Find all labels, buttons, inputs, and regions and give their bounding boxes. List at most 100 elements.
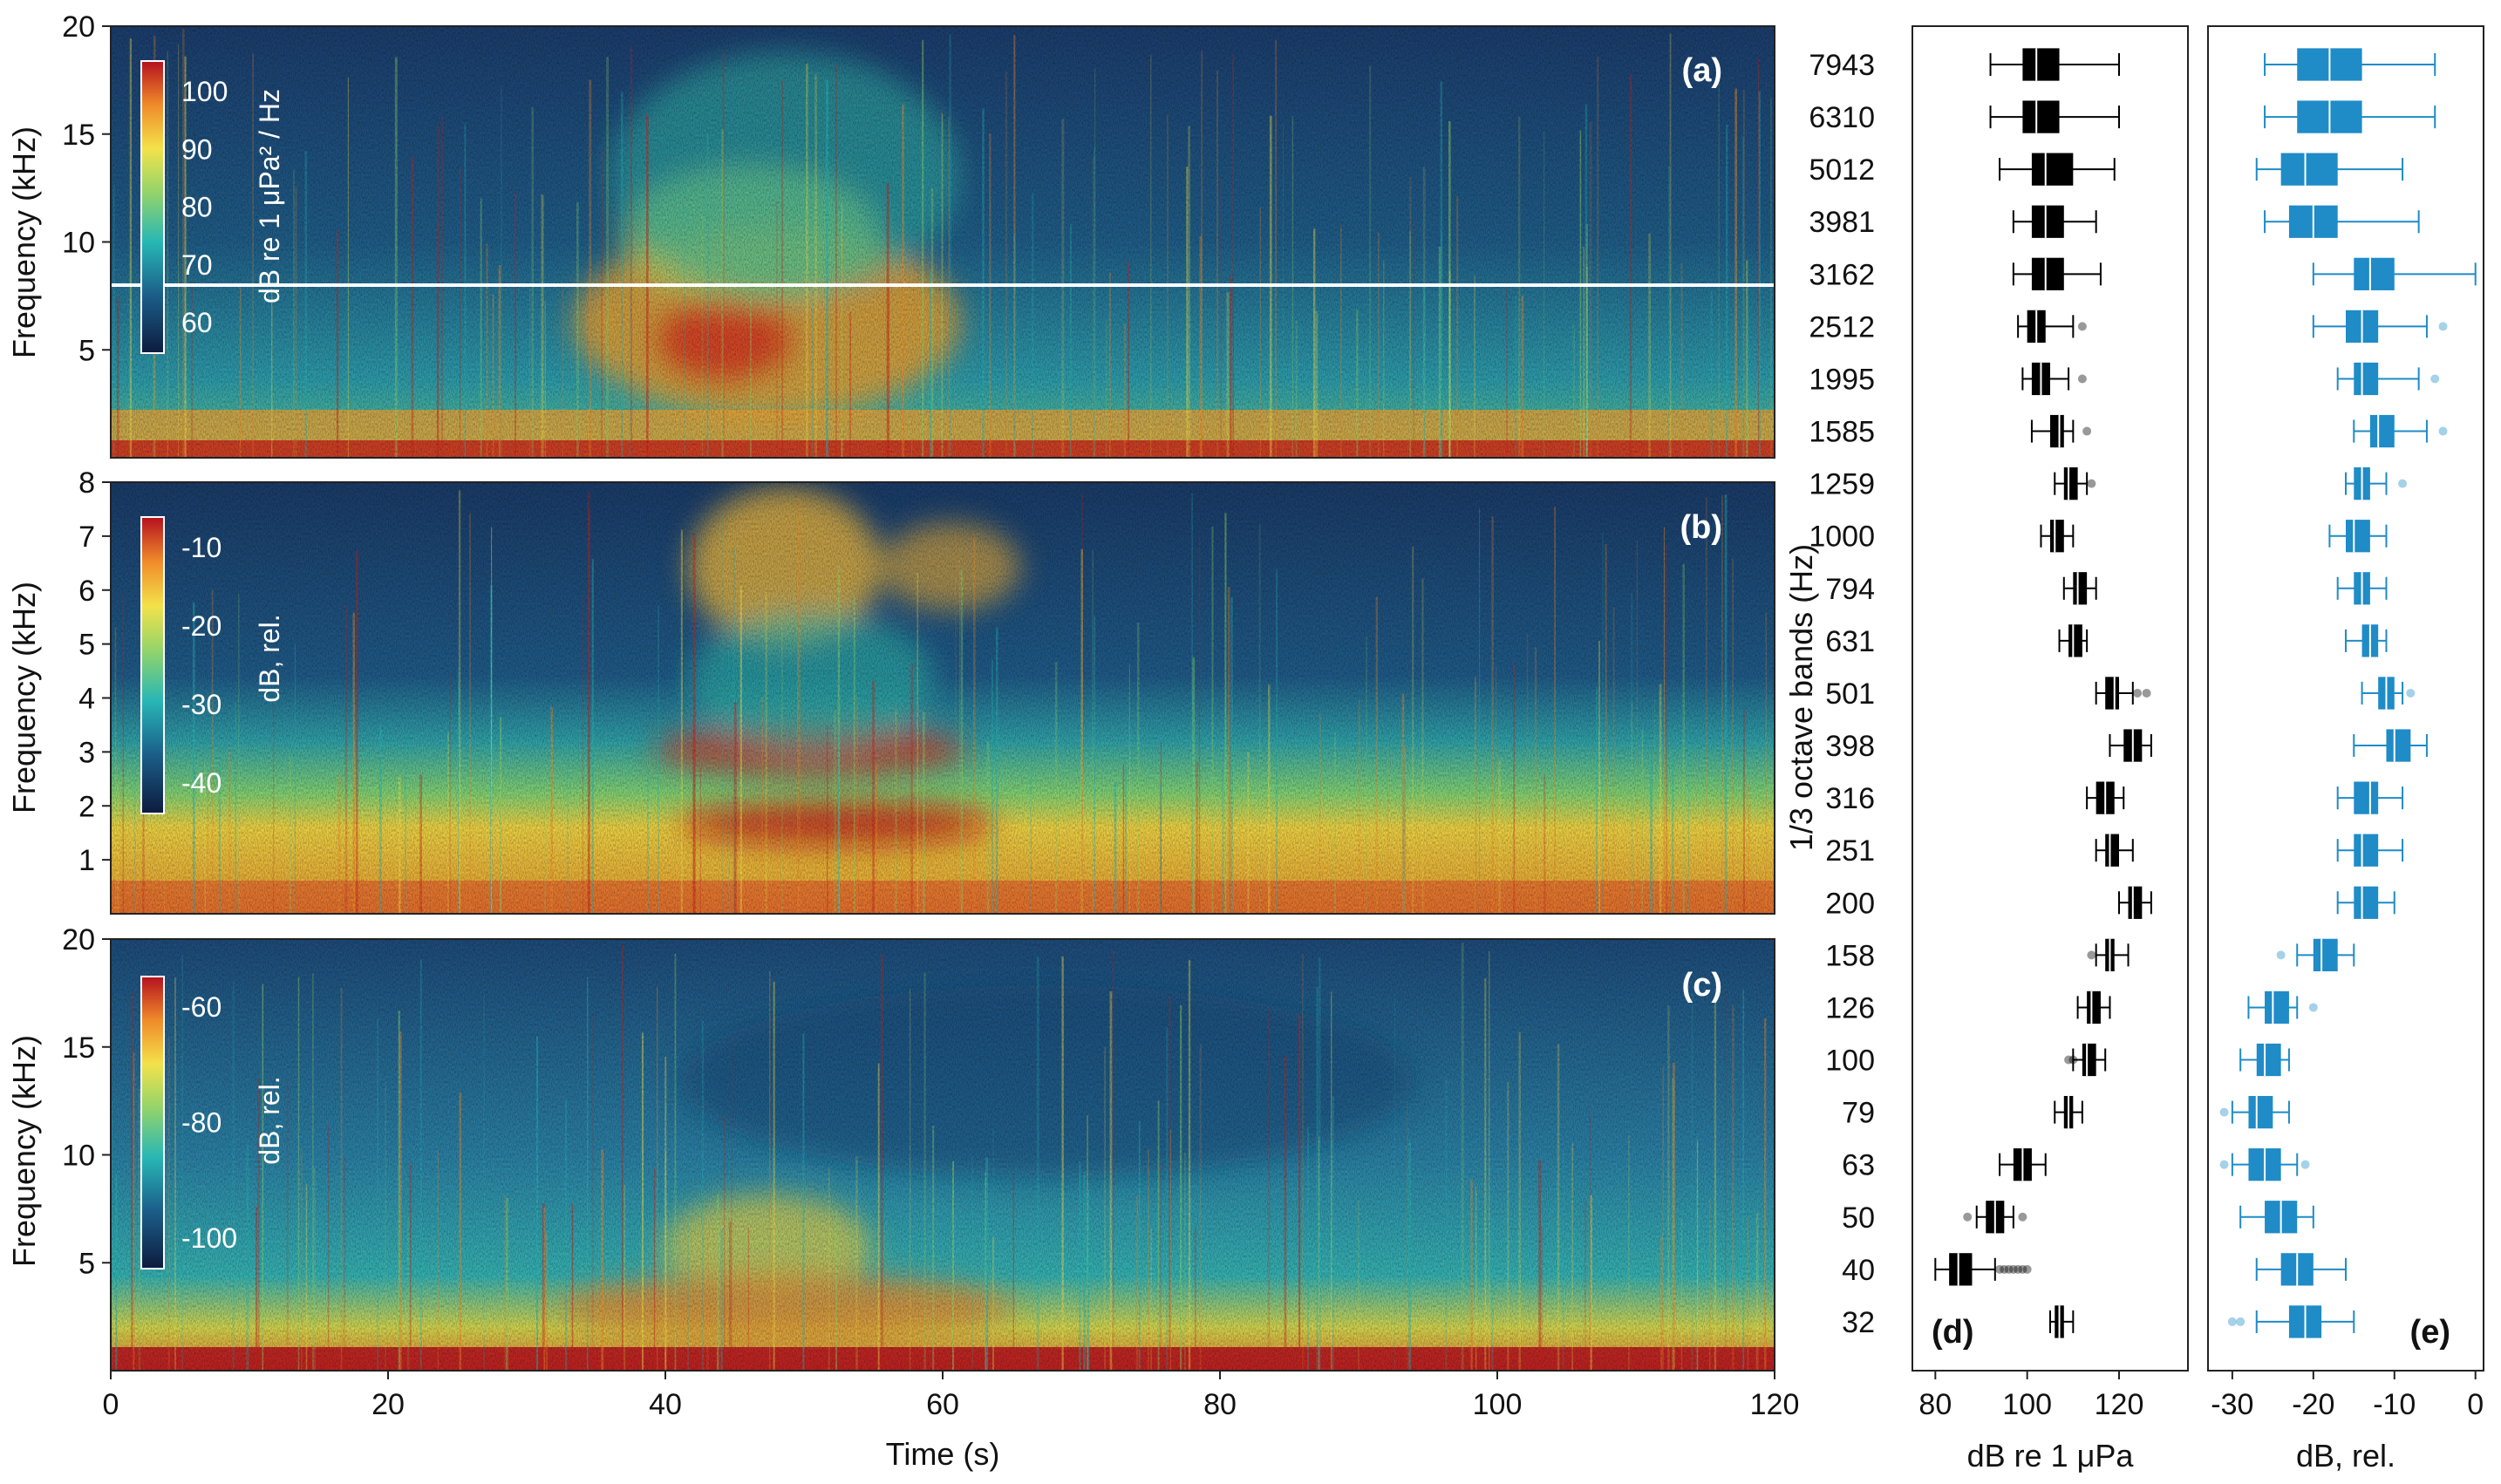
band-label: 316 (1825, 782, 1875, 815)
panel-label-a: (a) (1682, 52, 1722, 89)
y-axis-label-c: Frequency (kHz) (6, 1035, 42, 1267)
outlier-point (2018, 1212, 2027, 1222)
y-axis-label-a: Frequency (kHz) (6, 126, 42, 358)
box-iqr (2346, 520, 2370, 553)
box-158 (2087, 938, 2130, 971)
box-40 (2255, 1253, 2347, 1286)
outlier-point (1995, 1264, 2005, 1274)
y-tick-label: 4 (78, 683, 95, 716)
band-label: 1995 (1809, 363, 1875, 396)
outlier-point (2077, 374, 2087, 384)
box-2512 (2312, 310, 2448, 344)
box-1995 (2336, 362, 2440, 396)
x-axis-label-time: Time (s) (886, 1436, 1000, 1472)
box-794 (2336, 572, 2388, 605)
panel-label-e: (e) (2410, 1314, 2450, 1351)
box-iqr (2050, 414, 2064, 448)
box-398 (2353, 729, 2428, 762)
colorbar-b-label: dB, rel. (254, 614, 285, 702)
colorbar-tick-label: -10 (181, 532, 221, 563)
band-label: 6310 (1809, 101, 1875, 134)
box-6310 (1989, 100, 2120, 133)
y-tick-label: 15 (62, 119, 95, 152)
box-158 (2276, 938, 2355, 971)
outlier-point (2438, 322, 2448, 331)
panel-label-d: (d) (1932, 1314, 1974, 1351)
boxplot-panel-e: -30 -20 -10 0 dB, rel. (e) (2207, 25, 2484, 1474)
x-tick-label: -30 (2211, 1388, 2253, 1421)
box-32 (2049, 1305, 2075, 1338)
box-iqr (2105, 834, 2119, 867)
box-3162 (2012, 257, 2102, 290)
band-label: 100 (1825, 1045, 1875, 1078)
box-50 (2239, 1201, 2314, 1234)
box-79 (2054, 1095, 2083, 1129)
band-label: 1585 (1809, 416, 1875, 449)
band-label: 1259 (1809, 468, 1875, 501)
box-316 (2336, 781, 2404, 814)
band-label: 631 (1825, 625, 1875, 658)
y-tick-label: 20 (62, 10, 95, 44)
y-tick-label: 6 (78, 575, 95, 608)
box-2512 (2017, 310, 2087, 344)
outlier-point (2082, 426, 2092, 436)
box-63 (2219, 1148, 2310, 1181)
box-5012 (2255, 153, 2404, 186)
band-label: 501 (1825, 677, 1875, 711)
box-iqr (2073, 572, 2088, 605)
x-tick-label: 60 (926, 1388, 959, 1421)
panel-label-c: (c) (1682, 967, 1722, 1004)
outlier-point (2077, 322, 2087, 331)
box-iqr (2031, 205, 2064, 238)
box-100 (2064, 1043, 2107, 1077)
box-iqr (2248, 1095, 2273, 1129)
x-tick-label: 120 (2095, 1388, 2144, 1421)
box-1000 (2040, 520, 2075, 553)
outlier-point (2300, 1160, 2310, 1169)
box-126 (2076, 990, 2111, 1025)
y-tick-label: 7 (78, 521, 95, 554)
spectrogram-panel-c: -60 -80 -100 dB, rel. (c) 5 10 15 20 Frequenc… (6, 923, 1799, 1472)
box-iqr (2105, 677, 2119, 710)
box-1995 (2021, 362, 2087, 396)
band-labels: 7943 6310 5012 3981 3162 2512 1995 1585 1259 1000… (1809, 49, 1875, 1339)
box-7943 (2264, 48, 2436, 81)
box-1000 (2328, 520, 2388, 553)
box-iqr (2265, 990, 2289, 1025)
box-316 (2086, 781, 2125, 814)
box-5012 (1999, 153, 2116, 186)
band-label: 251 (1825, 834, 1875, 868)
x-axis-ticks-d: 80 100 120 (1918, 1371, 2143, 1421)
band-label: 40 (1842, 1254, 1875, 1287)
box-1585 (2353, 414, 2448, 448)
boxplot-e-frame (2207, 25, 2484, 1372)
y-axis-ticks-c: 5 10 15 20 (62, 923, 111, 1280)
box-3981 (2012, 205, 2097, 238)
colorbar-b-ticks: -10 -20 -30 -40 (181, 532, 221, 799)
band-label: 200 (1825, 887, 1875, 920)
colorbar-tick-label: -80 (181, 1107, 221, 1139)
x-tick-label: 80 (1918, 1388, 1952, 1421)
box-iqr (2128, 886, 2143, 919)
box-iqr (2068, 624, 2082, 657)
colorbar-tick-label: 60 (181, 307, 213, 338)
y-tick-label: 3 (78, 736, 95, 769)
x-tick-label: 120 (1750, 1388, 1800, 1421)
box-251 (2336, 834, 2404, 867)
outlier-point (2000, 1264, 2009, 1274)
colorbar-tick-label: -40 (181, 767, 221, 799)
band-label: 126 (1825, 991, 1875, 1025)
box-iqr (2022, 48, 2060, 81)
y-tick-label: 20 (62, 923, 95, 956)
y-tick-label: 10 (62, 1140, 95, 1173)
colorbar-tick-label: -30 (181, 689, 221, 720)
colorbar-tick-label: -100 (181, 1222, 237, 1254)
outlier-point (2014, 1264, 2023, 1274)
band-label: 63 (1842, 1149, 1875, 1182)
outlier-point (2068, 1055, 2078, 1065)
colorbar-tick-label: 80 (181, 192, 213, 223)
outlier-point (2142, 688, 2151, 698)
outlier-point (2276, 950, 2286, 960)
outlier-point (2438, 426, 2448, 436)
box-63 (1999, 1148, 2047, 1181)
